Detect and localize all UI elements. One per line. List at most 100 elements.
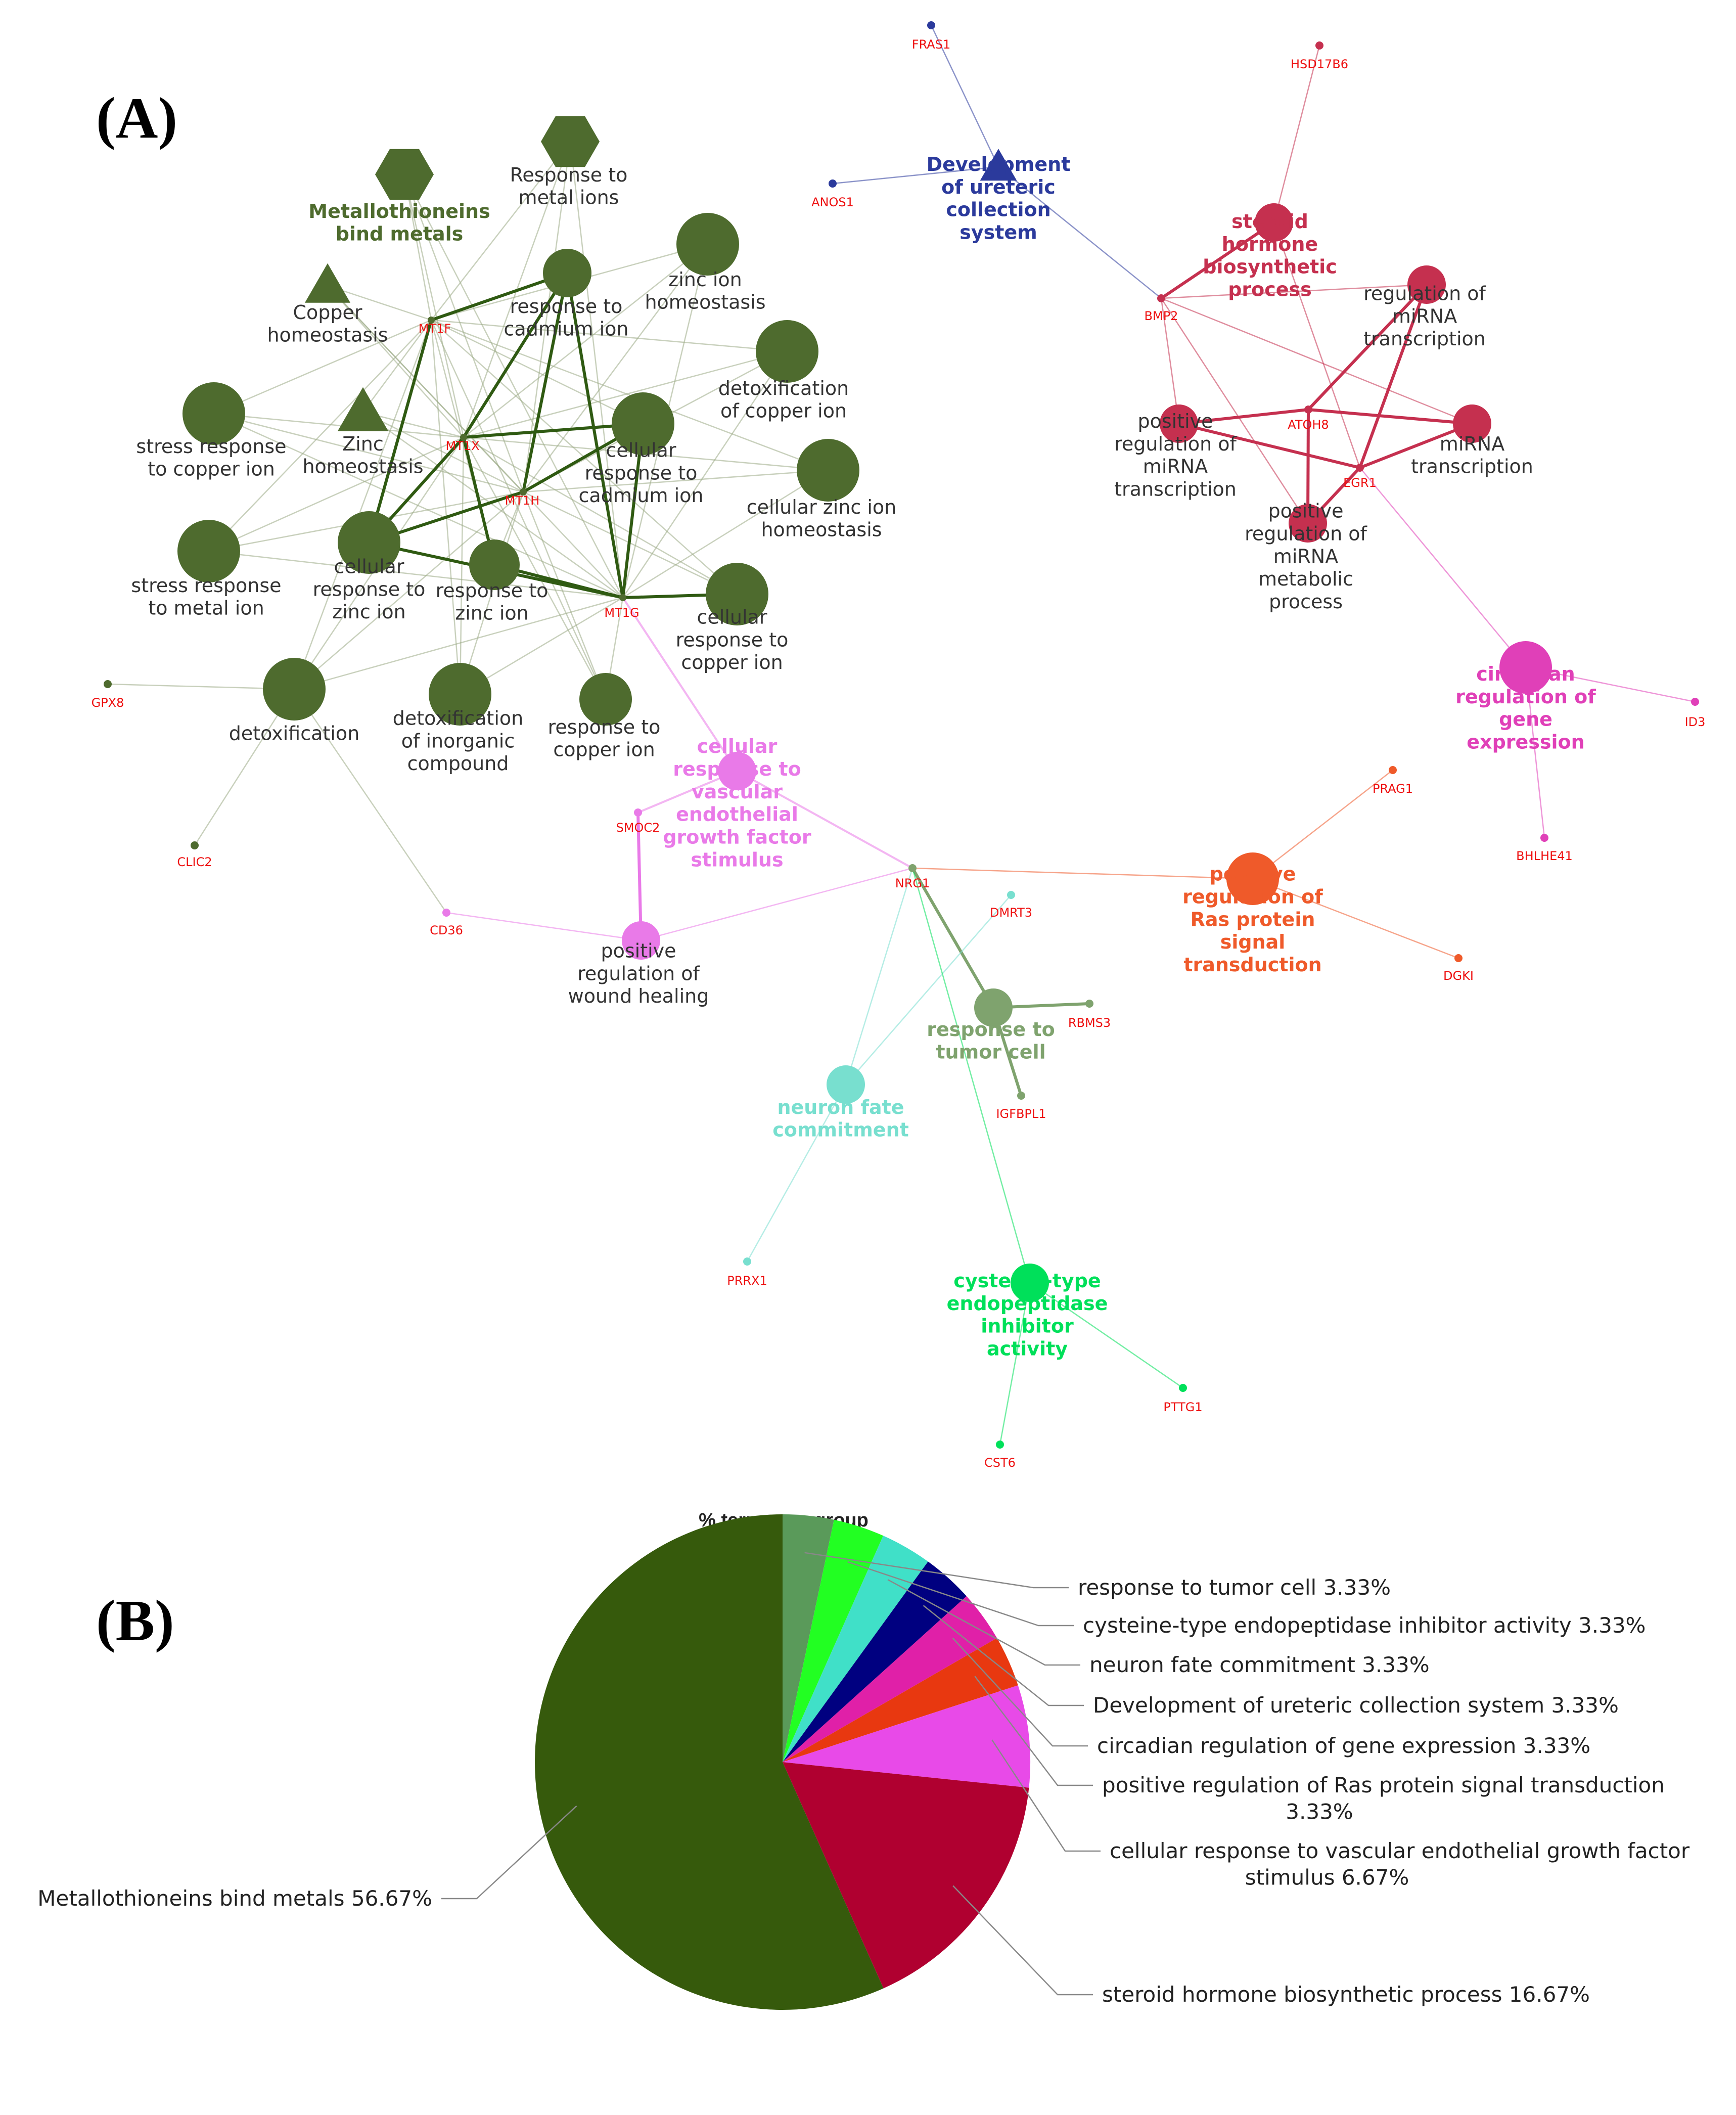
edge-mt1x-metallothioneins-bind-metals [403,174,465,438]
term-node-response-to-metal-ions[interactable] [541,116,600,167]
edge-anos1-development-of-ureteric-collection-system [832,166,999,185]
pie-slice-2[interactable] [783,1536,928,1762]
gene-node-prrx1[interactable] [743,1257,751,1266]
gene-label-mt1g: MT1G [604,606,639,620]
gene-node-dgki[interactable] [1454,954,1463,962]
gene-node-dmrt3[interactable] [1007,891,1015,899]
term-node-cellular-response-to-vegf-stimulus[interactable] [718,752,756,790]
edge-bmp2-development-of-ureteric-collection-system [998,166,1162,299]
pie-slice-3[interactable] [783,1561,967,1762]
term-label-response-to-metal-ions: Response to metal ions [510,164,628,209]
panel-a-label: (A) [96,86,178,151]
edge-mt1g-stress-response-to-metal-ion [208,550,623,599]
pie-leader-line-1 [847,1561,1074,1627]
pie-slice-8[interactable] [534,1514,884,2010]
pie-label-0: response to tumor cell 3.33% [1078,1575,1391,1600]
pie-slice-7[interactable] [783,1762,1029,1989]
term-node-zinc-ion-homeostasis[interactable] [676,213,739,276]
pie-slice-0[interactable] [783,1514,834,1762]
edge-bmp2-mirna-transcription [1161,297,1473,425]
term-node-cellular-response-to-copper-ion[interactable] [706,563,768,625]
term-label-cellular-zinc-ion-homeostasis: cellular zinc ion homeostasis [747,496,896,541]
gene-node-nrg1[interactable] [908,864,917,872]
term-node-stress-response-to-copper-ion[interactable] [182,382,245,445]
gene-node-pttg1[interactable] [1179,1384,1187,1392]
edge-mt1x-stress-response-to-copper-ion [213,413,464,438]
edge-dgki-positive-regulation-of-ras-protein-signal-transduction [1252,878,1459,959]
gene-node-egr1[interactable] [1356,464,1364,472]
term-node-zinc-homeostasis[interactable] [337,387,389,431]
edge-atoh8-regulation-of-mirna-transcription [1307,283,1428,411]
edge-mt1g-response-to-metal-ions [569,141,624,598]
gene-label-dmrt3: DMRT3 [990,906,1032,920]
term-node-positive-regulation-of-ras-protein-signal-transduction[interactable] [1226,852,1279,905]
term-node-metallothioneins-bind-metals[interactable] [375,149,434,200]
term-node-development-of-ureteric-collection-system[interactable] [980,149,1017,181]
term-node-response-to-tumor-cell[interactable] [974,988,1013,1027]
gene-node-cst6[interactable] [996,1441,1004,1449]
term-node-detoxification-of-inorganic-compound[interactable] [429,663,491,726]
term-node-cysteine-type-endopeptidase-inhibitor-activity[interactable] [1011,1264,1049,1302]
edge-mt1f-stress-response-to-metal-ion [208,320,432,552]
term-node-detoxification-of-copper-ion[interactable] [756,320,818,383]
gene-label-bmp2: BMP2 [1145,309,1178,323]
gene-node-hsd17b6[interactable] [1315,41,1323,50]
pie-slice-5[interactable] [783,1638,1018,1762]
pie-slice-1[interactable] [783,1519,884,1762]
gene-node-mt1x[interactable] [460,434,467,441]
pie-slice-4[interactable] [783,1596,997,1762]
gene-node-cd36[interactable] [442,909,450,917]
term-node-cellular-response-to-zinc-ion[interactable] [338,511,400,574]
term-node-positive-regulation-of-mirna-transcription[interactable] [1160,404,1198,443]
term-node-mirna-transcription[interactable] [1453,404,1491,443]
term-node-circadian-regulation-of-gene-expression[interactable] [1499,641,1552,694]
term-node-regulation-of-mirna-transcription[interactable] [1407,265,1446,304]
gene-node-atoh8[interactable] [1304,406,1312,414]
term-label-cysteine-type-endopeptidase-inhibitor-activity: cysteine-type endopeptidase inhibitor activ… [947,1270,1108,1360]
term-node-stress-response-to-metal-ion[interactable] [177,520,240,582]
edge-mt1g-zinc-homeostasis [362,411,623,599]
edge-mt1x-response-to-copper-ion [463,437,607,700]
gene-node-clic2[interactable] [191,841,199,849]
term-label-stress-response-to-copper-ion: stress response to copper ion [136,435,286,480]
edge-prag1-positive-regulation-of-ras-protein-signal-transduction [1252,770,1393,879]
gene-node-smoc2[interactable] [634,808,642,817]
gene-node-rbms3[interactable] [1085,1000,1093,1008]
term-node-positive-regulation-of-mirna-metabolic-process[interactable] [1289,504,1327,543]
term-node-positive-regulation-of-wound-healing[interactable] [622,921,660,960]
edge-mt1f-response-to-metal-ions [431,141,571,321]
gene-node-bhlhe41[interactable] [1540,834,1548,842]
edge-hsd17b6-steroid-hormone-biosynthetic-process [1273,45,1320,223]
pie-label-4: circadian regulation of gene expression … [1097,1733,1590,1758]
term-node-copper-homeostasis[interactable] [305,263,350,303]
term-node-cellular-zinc-ion-homeostasis[interactable] [797,439,859,502]
gene-node-fras1[interactable] [927,21,935,29]
gene-node-mt1h[interactable] [520,488,527,496]
term-node-cellular-response-to-cadmium-ion[interactable] [612,392,674,455]
gene-node-anos1[interactable] [829,179,837,188]
gene-node-mt1f[interactable] [428,317,435,324]
edge-egr1-mirna-transcription [1359,422,1473,469]
term-node-neuron-fate-commitment[interactable] [827,1065,865,1104]
gene-node-mt1g[interactable] [619,594,626,601]
term-node-steroid-hormone-biosynthetic-process[interactable] [1255,203,1293,242]
gene-node-prag1[interactable] [1389,766,1397,774]
term-node-response-to-cadmium-ion[interactable] [543,249,591,297]
pie-label-8: Metallothioneins bind metals 56.67% [37,1886,432,1911]
gene-node-gpx8[interactable] [104,680,112,688]
panel-b-label: (B) [96,1589,174,1653]
term-node-detoxification[interactable] [263,658,326,721]
term-node-response-to-copper-ion[interactable] [579,673,632,726]
edge-bmp2-steroid-hormone-biosynthetic-process [1160,221,1275,300]
gene-node-id3[interactable] [1691,698,1699,706]
gene-label-atoh8: ATOH8 [1288,418,1329,432]
term-label-cellular-response-to-copper-ion: cellular response to copper ion [676,606,789,673]
pie-label-6: cellular response to vascular endothelia… [1110,1838,1690,1890]
pie-leader-line-6 [991,1739,1101,1852]
gene-node-bmp2[interactable] [1157,294,1165,302]
term-node-response-to-zinc-ion[interactable] [469,539,520,590]
pie-slice-6[interactable] [783,1685,1031,1788]
edge-cst6-cysteine-type-endopeptidase-inhibitor-activity [999,1282,1031,1445]
gene-node-igfbpl1[interactable] [1017,1092,1025,1100]
